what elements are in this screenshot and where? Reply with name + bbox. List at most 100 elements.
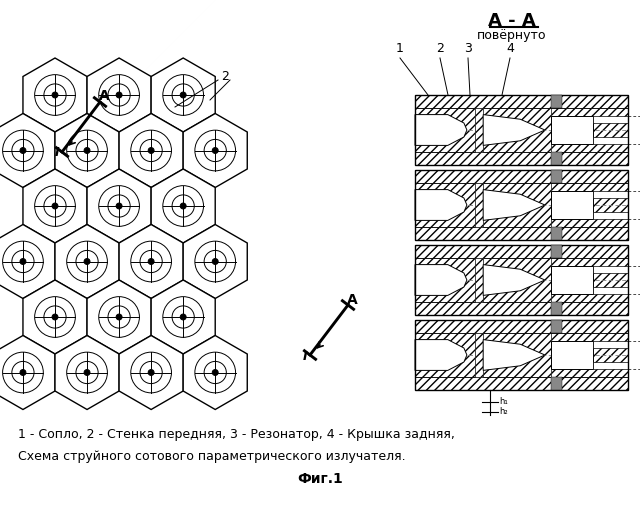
Polygon shape xyxy=(483,190,545,221)
Text: А - А: А - А xyxy=(488,12,536,30)
Text: 1: 1 xyxy=(396,42,404,55)
Polygon shape xyxy=(55,114,119,188)
Polygon shape xyxy=(151,280,215,354)
Bar xyxy=(551,320,562,333)
Circle shape xyxy=(20,148,26,154)
Bar xyxy=(593,212,628,219)
Bar xyxy=(475,333,483,377)
Bar xyxy=(415,245,628,315)
Bar xyxy=(593,341,628,348)
Bar xyxy=(593,116,628,123)
Text: h₁: h₁ xyxy=(500,398,508,407)
Bar xyxy=(415,245,628,258)
Polygon shape xyxy=(151,58,215,132)
Polygon shape xyxy=(0,114,55,188)
Polygon shape xyxy=(87,169,151,243)
Bar xyxy=(475,182,483,227)
Polygon shape xyxy=(183,114,247,188)
Circle shape xyxy=(116,203,122,209)
Circle shape xyxy=(180,314,186,320)
Circle shape xyxy=(84,258,90,265)
Polygon shape xyxy=(119,224,183,299)
Bar xyxy=(415,333,475,377)
Bar xyxy=(475,107,483,152)
Bar xyxy=(415,320,628,333)
Polygon shape xyxy=(0,335,55,409)
Text: Фиг.1: Фиг.1 xyxy=(297,472,343,486)
Text: I: I xyxy=(54,147,60,159)
Bar xyxy=(593,191,628,198)
Polygon shape xyxy=(483,265,545,296)
Bar xyxy=(415,170,628,240)
Bar xyxy=(551,107,628,152)
Bar xyxy=(593,266,628,273)
Bar xyxy=(551,152,562,165)
Bar xyxy=(551,182,628,227)
Polygon shape xyxy=(55,335,119,409)
Polygon shape xyxy=(151,169,215,243)
Bar xyxy=(551,333,628,377)
Bar xyxy=(483,107,551,152)
Polygon shape xyxy=(119,335,183,409)
Text: 2: 2 xyxy=(436,42,444,55)
Bar xyxy=(551,266,593,294)
Circle shape xyxy=(52,314,58,320)
Polygon shape xyxy=(87,280,151,354)
Polygon shape xyxy=(23,169,87,243)
Bar xyxy=(415,258,475,302)
Bar xyxy=(551,377,562,390)
Text: А: А xyxy=(99,89,109,103)
Bar xyxy=(551,116,593,144)
Bar xyxy=(415,95,628,107)
Circle shape xyxy=(116,92,122,98)
Bar xyxy=(415,152,628,165)
Circle shape xyxy=(212,148,218,154)
Bar xyxy=(593,362,628,369)
Circle shape xyxy=(212,369,218,376)
Bar xyxy=(415,107,475,152)
Text: повёрнуто: повёрнуто xyxy=(477,29,547,42)
Circle shape xyxy=(148,258,154,265)
Polygon shape xyxy=(415,265,467,296)
Bar xyxy=(551,95,562,107)
Polygon shape xyxy=(119,114,183,188)
Bar xyxy=(415,95,628,165)
Polygon shape xyxy=(415,190,467,221)
Bar xyxy=(551,341,593,369)
Bar xyxy=(483,333,551,377)
Polygon shape xyxy=(183,335,247,409)
Polygon shape xyxy=(55,224,119,299)
Bar xyxy=(483,258,551,302)
Bar xyxy=(551,170,562,182)
Polygon shape xyxy=(415,340,467,370)
Polygon shape xyxy=(23,58,87,132)
Polygon shape xyxy=(0,224,55,299)
Circle shape xyxy=(180,92,186,98)
Circle shape xyxy=(180,203,186,209)
Bar xyxy=(593,137,628,144)
Bar xyxy=(551,191,593,219)
Circle shape xyxy=(52,92,58,98)
Text: I: I xyxy=(303,350,307,363)
Polygon shape xyxy=(183,224,247,299)
Bar xyxy=(475,258,483,302)
Bar xyxy=(415,377,628,390)
Bar xyxy=(551,245,562,258)
Text: h₂: h₂ xyxy=(500,408,508,417)
Bar xyxy=(593,287,628,294)
Text: 1 - Сопло, 2 - Стенка передняя, 3 - Резонатор, 4 - Крышка задняя,: 1 - Сопло, 2 - Стенка передняя, 3 - Резо… xyxy=(18,428,455,441)
Bar xyxy=(415,227,628,240)
Bar xyxy=(551,302,562,315)
Text: Схема струйного сотового параметрического излучателя.: Схема струйного сотового параметрическог… xyxy=(18,450,406,463)
Polygon shape xyxy=(483,115,545,145)
Bar xyxy=(415,302,628,315)
Circle shape xyxy=(116,314,122,320)
Circle shape xyxy=(52,203,58,209)
Polygon shape xyxy=(87,58,151,132)
Bar xyxy=(415,170,628,182)
Bar xyxy=(415,182,475,227)
Text: 2: 2 xyxy=(221,71,229,83)
Circle shape xyxy=(20,258,26,265)
Circle shape xyxy=(148,369,154,376)
Bar xyxy=(551,227,562,240)
